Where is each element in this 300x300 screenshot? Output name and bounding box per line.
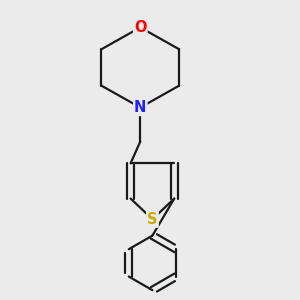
Text: O: O xyxy=(134,20,146,35)
Text: S: S xyxy=(147,212,158,227)
Text: N: N xyxy=(134,100,146,115)
